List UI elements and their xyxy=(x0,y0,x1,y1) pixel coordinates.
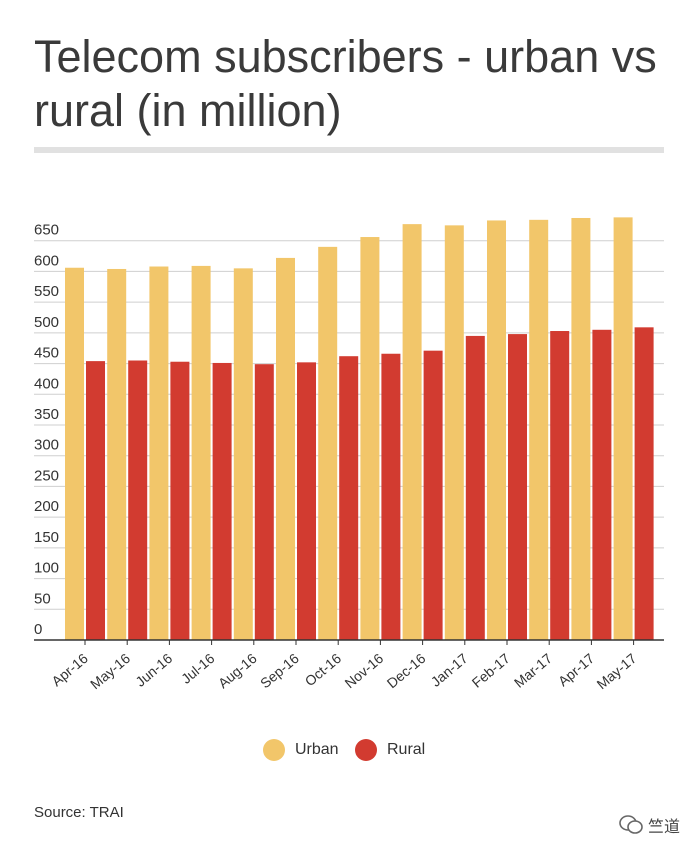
x-tick-label: Mar-17 xyxy=(511,650,555,691)
x-tick-label: May-16 xyxy=(87,650,133,692)
legend-item-urban: Urban xyxy=(263,736,339,764)
legend-swatch-urban xyxy=(263,739,285,761)
y-tick-label: 150 xyxy=(34,529,59,546)
x-tick-label: Jul-16 xyxy=(178,650,218,687)
bar-urban xyxy=(571,217,591,640)
bar-rural xyxy=(634,327,654,640)
x-tick-label: Aug-16 xyxy=(215,650,260,691)
y-tick-label: 50 xyxy=(34,590,51,607)
y-tick-label: 300 xyxy=(34,437,59,454)
x-tick-label: Apr-17 xyxy=(555,650,598,689)
legend-label-rural: Rural xyxy=(387,741,426,758)
legend-item-rural: Rural xyxy=(355,736,425,764)
x-tick-label: Sep-16 xyxy=(257,650,302,691)
x-tick-label: Jan-17 xyxy=(428,650,471,690)
y-tick-label: 500 xyxy=(34,314,59,331)
y-tick-label: 250 xyxy=(34,467,59,484)
bar-rural xyxy=(423,350,443,640)
bar-rural xyxy=(170,361,190,640)
bar-urban xyxy=(191,265,211,640)
bar-urban xyxy=(360,237,380,640)
legend: Urban Rural xyxy=(0,736,700,764)
y-tick-label: 650 xyxy=(34,222,59,239)
bar-rural xyxy=(212,362,232,640)
bar-urban xyxy=(149,266,169,640)
y-tick-label: 400 xyxy=(34,375,59,392)
bar-urban xyxy=(276,257,295,640)
x-tick-label: Apr-16 xyxy=(48,650,91,689)
bar-rural xyxy=(592,329,612,640)
bar-urban xyxy=(318,246,338,640)
bar-rural xyxy=(86,361,105,640)
y-tick-label: 600 xyxy=(34,252,59,269)
bar-urban xyxy=(65,267,84,640)
bar-rural xyxy=(550,331,570,640)
x-tick-label: Dec-16 xyxy=(384,650,429,691)
source-note: Source: TRAI xyxy=(34,804,124,821)
bar-rural xyxy=(297,362,316,640)
bar-urban xyxy=(402,224,422,640)
bar-rural xyxy=(465,335,485,640)
x-tick-label: May-17 xyxy=(593,650,639,692)
bar-urban xyxy=(487,220,506,640)
bar-rural xyxy=(254,364,274,640)
bar-urban xyxy=(613,217,633,640)
y-tick-label: 200 xyxy=(34,498,59,515)
bar-urban xyxy=(233,268,253,640)
bar-urban xyxy=(107,268,127,640)
bar-rural xyxy=(339,356,359,640)
bar-rural xyxy=(128,360,148,640)
watermark-text: 竺道 xyxy=(647,819,680,836)
title-divider xyxy=(34,147,664,153)
bar-urban xyxy=(529,219,549,641)
bar-rural xyxy=(508,334,527,640)
legend-swatch-rural xyxy=(355,739,377,761)
legend-label-urban: Urban xyxy=(295,741,339,758)
watermark: 竺道 xyxy=(618,812,680,838)
bar-urban xyxy=(444,225,464,640)
bar-chart: 0 50 100 150 200 250 300 350 400 450 500 550 600 650 A… xyxy=(34,217,664,692)
y-tick-label: 450 xyxy=(34,345,59,362)
y-tick-label: 550 xyxy=(34,283,59,300)
x-tick-label: Nov-16 xyxy=(341,650,386,691)
chat-bubble-icon xyxy=(619,815,643,834)
chart-title: Telecom subscribers - urban vs rural (in… xyxy=(34,31,657,136)
y-tick-label: 100 xyxy=(34,560,59,577)
x-tick-label: Jun-16 xyxy=(132,650,175,690)
y-tick-label: 350 xyxy=(34,406,59,423)
y-tick-label: 0 xyxy=(34,621,42,638)
x-tick-label: Feb-17 xyxy=(469,650,513,691)
bar-rural xyxy=(381,353,401,640)
x-tick-label: Oct-16 xyxy=(302,650,345,689)
